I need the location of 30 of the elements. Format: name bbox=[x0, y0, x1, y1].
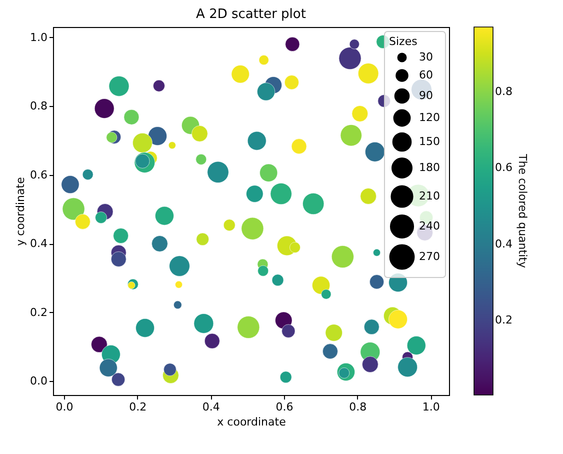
legend-label: 270 bbox=[419, 250, 440, 263]
x-tick-label: 0.0 bbox=[56, 400, 74, 414]
y-tick-label: 0.2 bbox=[30, 306, 48, 319]
y-tick-label: 0.6 bbox=[30, 168, 48, 182]
color-bar-label: 0.2 bbox=[495, 314, 512, 327]
x-tick-label: 0.2 bbox=[129, 400, 147, 414]
legend-label: 120 bbox=[419, 111, 440, 124]
y-axis-title: y coordinate bbox=[14, 176, 28, 246]
x-tick-label: 0.4 bbox=[202, 400, 220, 414]
color-bar-label: 0.6 bbox=[495, 161, 512, 174]
y-tick-label: 1.0 bbox=[30, 30, 48, 44]
y-tick-label: 0.8 bbox=[30, 100, 48, 113]
color-bar-label: 0.4 bbox=[495, 237, 512, 250]
legend-label: 240 bbox=[419, 220, 440, 232]
x-tick-label: 0.8 bbox=[349, 400, 367, 414]
legend-label: 150 bbox=[419, 135, 440, 148]
chart-title: A 2D scatter plot bbox=[196, 7, 306, 22]
x-tick-label: 0.6 bbox=[276, 400, 294, 414]
legend-label: 90 bbox=[419, 89, 433, 102]
color-bar-label: 0.8 bbox=[495, 84, 512, 98]
x-axis-title: x coordinate bbox=[217, 416, 286, 428]
y-tick-label: 0.0 bbox=[30, 374, 48, 388]
color-bar-title: The colored quantity bbox=[516, 153, 529, 268]
legend-label: 210 bbox=[419, 190, 440, 202]
x-tick-label: 1.0 bbox=[422, 400, 440, 414]
legend-title: Sizes bbox=[389, 35, 418, 48]
y-tick-label: 0.4 bbox=[30, 237, 48, 250]
legend-label: 60 bbox=[419, 68, 433, 82]
legend-label: 30 bbox=[419, 50, 433, 64]
legend-label: 180 bbox=[419, 161, 440, 174]
